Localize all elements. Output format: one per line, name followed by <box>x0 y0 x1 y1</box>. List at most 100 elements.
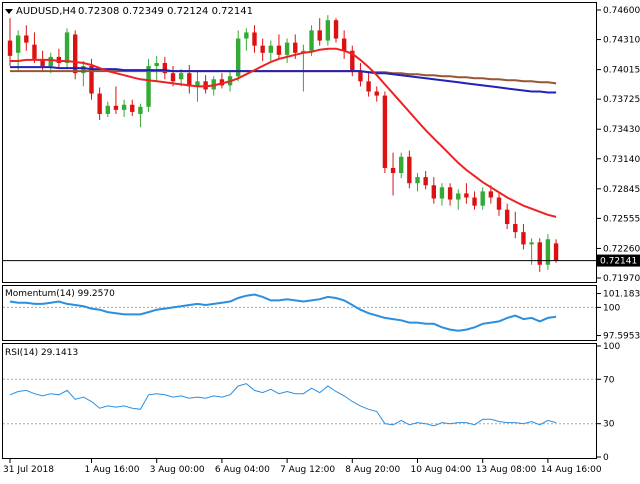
candle <box>431 177 436 204</box>
candle-body <box>464 193 469 198</box>
candle <box>521 223 526 250</box>
candle-body <box>219 79 225 86</box>
price-tick-label: 0.72260 <box>603 244 640 254</box>
momentum-tick-label: 97.5953 <box>603 332 640 342</box>
candle <box>154 55 159 82</box>
price-panel-frame <box>2 2 597 283</box>
candle <box>415 173 420 192</box>
price-tick-label: 0.72845 <box>603 185 640 195</box>
price-tick-label: 0.72555 <box>603 214 640 224</box>
candle-body <box>456 193 461 200</box>
candle-body <box>187 73 192 87</box>
candle <box>358 62 363 87</box>
price-axis: 0.74600 0.74310 0.74015 0.73725 0.73430 0.731… <box>597 6 640 284</box>
candle-body <box>317 30 322 41</box>
price-tick-label: 0.73725 <box>603 95 640 105</box>
time-tick-label: 3 Aug 00:00 <box>150 465 205 475</box>
candle <box>97 87 102 121</box>
candle-body <box>496 197 502 210</box>
candle-body <box>130 104 135 112</box>
candlestick-series <box>7 15 559 272</box>
candle <box>236 30 241 82</box>
current-price-badge: 0.72141 <box>597 254 640 267</box>
candle-body <box>399 156 404 174</box>
current-price-box <box>597 254 640 267</box>
candle-body <box>333 20 339 39</box>
momentum-panel-frame <box>2 285 597 341</box>
candle-body <box>244 32 249 39</box>
candle-body <box>382 95 388 168</box>
candle-body <box>504 209 510 224</box>
candle-body <box>162 62 168 74</box>
momentum-line <box>9 293 557 332</box>
candle-body <box>268 45 273 53</box>
candle-body <box>537 242 542 265</box>
candle-body <box>488 191 494 198</box>
candle <box>105 101 110 117</box>
candle <box>553 239 559 263</box>
candle-body <box>407 156 412 184</box>
time-tick-label: 8 Aug 20:00 <box>345 465 400 475</box>
candle-body <box>431 185 436 199</box>
rsi-panel-frame <box>2 343 597 459</box>
momentum-axis: 101.1834 100 97.5953 <box>597 290 640 342</box>
candle <box>496 193 502 216</box>
candle <box>7 18 13 67</box>
candle-body <box>113 105 119 110</box>
candle-body <box>521 232 526 245</box>
candle-body <box>553 243 559 261</box>
candle-body <box>15 35 21 53</box>
price-tick-label: 0.74310 <box>603 36 640 46</box>
rsi-tick-label: 100 <box>603 342 620 352</box>
candle-body <box>178 73 184 80</box>
candle <box>146 58 151 112</box>
candle-body <box>7 40 13 56</box>
candle <box>268 40 273 61</box>
candle <box>130 99 135 116</box>
candle <box>407 150 412 189</box>
time-tick-label: 6 Aug 04:00 <box>215 465 270 475</box>
candle <box>447 183 453 206</box>
candle-body <box>24 35 29 43</box>
rsi-grid <box>3 378 596 425</box>
candle-body <box>366 81 371 92</box>
candle-body <box>439 187 445 199</box>
candle-body <box>529 242 534 245</box>
candle-body <box>146 66 151 107</box>
candle-body <box>358 71 363 82</box>
header-marker-icon <box>5 9 13 14</box>
candle <box>24 25 29 51</box>
candle <box>15 30 21 72</box>
price-tick-label: 0.74015 <box>603 66 640 76</box>
candle <box>252 25 257 53</box>
candle-body <box>48 56 53 67</box>
candle-body <box>545 239 551 265</box>
candle <box>456 189 461 210</box>
candle <box>56 48 62 68</box>
candle <box>162 56 168 80</box>
candle-body <box>81 66 86 74</box>
candle-body <box>105 105 110 114</box>
candle <box>317 18 322 46</box>
ohlc-readout: 0.72308 0.72349 0.72124 0.72141 <box>78 6 253 17</box>
candle <box>325 15 331 46</box>
candle-body <box>301 50 306 53</box>
candle-body <box>480 191 485 206</box>
candle-body <box>89 66 94 94</box>
candle <box>48 52 53 74</box>
candle-body <box>350 50 355 72</box>
candle-body <box>73 34 78 74</box>
candle-body <box>309 30 314 51</box>
candle <box>537 238 542 272</box>
momentum-tick-label: 100 <box>603 303 620 313</box>
candle <box>284 38 290 63</box>
rsi-label: RSI(14) 29.1413 <box>5 348 78 358</box>
candle <box>423 171 428 190</box>
candle <box>113 86 119 114</box>
candle <box>64 28 70 70</box>
symbol-label: AUDUSD,H4 <box>16 6 76 17</box>
momentum-label: Momentum(14) 99.2570 <box>5 289 115 299</box>
candle <box>260 38 265 61</box>
candle-body <box>325 20 331 41</box>
